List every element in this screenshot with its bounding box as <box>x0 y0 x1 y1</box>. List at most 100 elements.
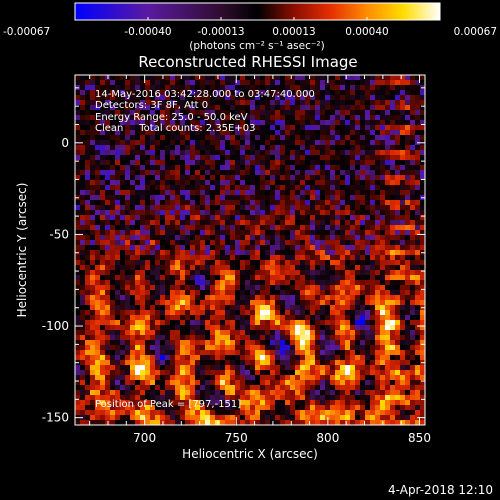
heatmap-cell <box>130 380 136 386</box>
heatmap-cell <box>255 385 261 391</box>
heatmap-cell <box>260 370 266 376</box>
heatmap-cell <box>360 190 366 196</box>
heatmap-cell <box>145 105 151 111</box>
heatmap-cell <box>95 380 101 386</box>
heatmap-cell <box>360 195 366 201</box>
heatmap-cell <box>130 230 136 236</box>
heatmap-cell <box>280 365 286 371</box>
heatmap-cell <box>310 75 316 81</box>
heatmap-cell <box>220 390 226 396</box>
heatmap-cell <box>140 245 146 251</box>
heatmap-cell <box>200 360 206 366</box>
heatmap-cell <box>385 355 391 361</box>
heatmap-cell <box>310 115 316 121</box>
heatmap-cell <box>335 100 341 106</box>
heatmap-cell <box>140 140 146 146</box>
heatmap-cell <box>135 350 141 356</box>
heatmap-cell <box>290 240 296 246</box>
heatmap-cell <box>100 415 106 421</box>
heatmap-cell <box>400 355 406 361</box>
heatmap-cell <box>250 190 256 196</box>
heatmap-cell <box>240 275 246 281</box>
heatmap-cell <box>230 145 236 151</box>
heatmap-cell <box>110 210 116 216</box>
heatmap-cell <box>250 305 256 311</box>
heatmap-cell <box>335 195 341 201</box>
heatmap-cell <box>290 125 296 131</box>
heatmap-cell <box>335 150 341 156</box>
heatmap-cell <box>410 230 416 236</box>
heatmap-cell <box>280 350 286 356</box>
heatmap-cell <box>285 305 291 311</box>
heatmap-cell <box>300 265 306 271</box>
heatmap-cell <box>105 160 111 166</box>
heatmap-cell <box>415 145 421 151</box>
heatmap-cell <box>295 345 301 351</box>
heatmap-cell <box>275 390 281 396</box>
heatmap-cell <box>135 420 141 426</box>
heatmap-cell <box>255 235 261 241</box>
heatmap-cell <box>265 280 271 286</box>
heatmap-cell <box>405 305 411 311</box>
heatmap-cell <box>250 145 256 151</box>
heatmap-cell <box>280 310 286 316</box>
heatmap-cell <box>155 350 161 356</box>
heatmap-cell <box>95 145 101 151</box>
heatmap-cell <box>110 245 116 251</box>
heatmap-cell <box>345 95 351 101</box>
heatmap-cell <box>300 415 306 421</box>
heatmap-cell <box>350 125 356 131</box>
heatmap-cell <box>105 215 111 221</box>
heatmap-cell <box>80 100 86 106</box>
heatmap-cell <box>150 305 156 311</box>
heatmap-cell <box>190 140 196 146</box>
heatmap-cell <box>250 400 256 406</box>
heatmap-cell <box>90 140 96 146</box>
heatmap-cell <box>135 130 141 136</box>
heatmap-cell <box>290 105 296 111</box>
heatmap-cell <box>320 330 326 336</box>
heatmap-cell <box>170 130 176 136</box>
heatmap-cell <box>355 305 361 311</box>
heatmap-cell <box>210 220 216 226</box>
heatmap-cell <box>100 220 106 226</box>
heatmap-cell <box>295 245 301 251</box>
heatmap-cell <box>155 390 161 396</box>
heatmap-cell <box>155 375 161 381</box>
heatmap-cell <box>370 420 376 426</box>
heatmap-cell <box>375 190 381 196</box>
heatmap-cell <box>280 285 286 291</box>
heatmap-cell <box>350 320 356 326</box>
heatmap-cell <box>140 210 146 216</box>
heatmap-cell <box>215 365 221 371</box>
heatmap-cell <box>400 130 406 136</box>
heatmap-cell <box>395 310 401 316</box>
heatmap-cell <box>265 300 271 306</box>
heatmap-cell <box>350 185 356 191</box>
heatmap-cell <box>135 370 141 376</box>
heatmap-cell <box>230 110 236 116</box>
heatmap-cell <box>365 75 371 81</box>
heatmap-cell <box>320 320 326 326</box>
heatmap-cell <box>220 185 226 191</box>
heatmap-cell <box>245 250 251 256</box>
heatmap-cell <box>320 185 326 191</box>
heatmap-cell <box>380 385 386 391</box>
heatmap-cell <box>185 330 191 336</box>
heatmap-cell <box>110 195 116 201</box>
heatmap-cell <box>420 365 426 371</box>
heatmap-cell <box>390 210 396 216</box>
heatmap-cell <box>95 195 101 201</box>
heatmap-cell <box>210 280 216 286</box>
heatmap-cell <box>275 145 281 151</box>
heatmap-cell <box>215 395 221 401</box>
heatmap-cell <box>270 360 276 366</box>
heatmap-cell <box>405 135 411 141</box>
heatmap-cell <box>395 90 401 96</box>
heatmap-cell <box>155 320 161 326</box>
heatmap-cell <box>185 405 191 411</box>
heatmap-cell <box>395 370 401 376</box>
heatmap-cell <box>175 390 181 396</box>
heatmap-cell <box>305 190 311 196</box>
heatmap-cell <box>295 395 301 401</box>
